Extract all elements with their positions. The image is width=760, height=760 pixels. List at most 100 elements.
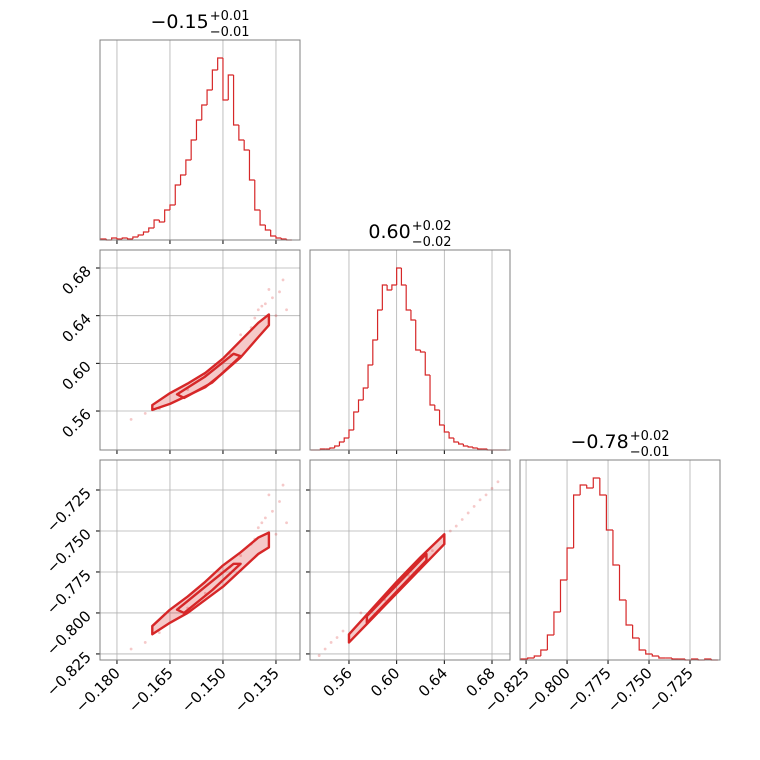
x-tick-label: −0.150 (178, 664, 230, 716)
sample-point (274, 314, 278, 318)
sample-point (239, 333, 243, 337)
histogram-step (434, 405, 440, 411)
histogram-step (158, 220, 165, 223)
histogram-step (217, 57, 223, 70)
histogram-step (132, 236, 139, 239)
sample-point (267, 288, 271, 291)
sample-point (448, 529, 452, 533)
sample-point (285, 308, 288, 312)
histogram-step (566, 547, 574, 580)
sample-point (143, 641, 147, 644)
sample-point (256, 308, 260, 312)
x-tick-label: −0.750 (604, 664, 656, 716)
sample-point (263, 516, 267, 520)
histogram-step (462, 444, 469, 447)
sample-point (253, 316, 257, 320)
sample-point (431, 549, 434, 553)
histogram-step (467, 446, 473, 448)
histogram-step (254, 180, 261, 211)
histogram-step (651, 654, 659, 657)
sample-point (260, 304, 264, 308)
histogram-step (227, 74, 234, 100)
histogram-step (592, 477, 600, 488)
x-tick-label: 0.64 (415, 664, 451, 700)
sample-point (157, 631, 161, 635)
histogram-step (329, 447, 335, 449)
histogram-step (348, 429, 354, 438)
histogram-step (142, 231, 149, 235)
histogram-step (599, 478, 607, 496)
sample-point (335, 636, 339, 639)
histogram-step (174, 184, 181, 205)
histogram-step (222, 58, 229, 101)
panel-title: −0.78 +0.02−0.01 (570, 429, 669, 460)
histogram-step (553, 611, 561, 635)
panel-frame (519, 459, 721, 661)
sample-point (271, 296, 274, 300)
sample-point (454, 524, 458, 528)
histogram-step (573, 494, 581, 548)
sample-point (317, 654, 321, 657)
sample-point (329, 641, 333, 644)
histogram-step (376, 309, 383, 340)
histogram-step (632, 625, 640, 639)
sample-point (484, 493, 488, 497)
sample-point (281, 278, 285, 282)
title-upper-error: +0.02 (412, 219, 452, 234)
histogram-step (429, 375, 435, 406)
sample-point (278, 290, 281, 294)
histogram-step (190, 139, 197, 160)
x-tick-label: −0.800 (522, 664, 574, 716)
density-contour (151, 313, 271, 412)
title-upper-error: +0.02 (630, 429, 670, 444)
y-tick-label: −0.800 (43, 607, 95, 659)
histogram-step (386, 285, 392, 291)
histogram-step (527, 657, 535, 659)
histogram-step (586, 485, 594, 489)
sample-point (271, 509, 274, 513)
histogram-step (372, 339, 378, 365)
histogram-step (343, 437, 349, 442)
histogram-step (148, 227, 155, 232)
sample-point (239, 554, 243, 557)
histogram-step (338, 441, 345, 446)
histogram-step (472, 447, 478, 449)
sample-point (267, 493, 271, 497)
histogram-step (179, 174, 186, 185)
histogram-step (533, 655, 541, 658)
sample-point (285, 521, 288, 525)
histogram-step (438, 410, 445, 426)
sample-point (129, 647, 133, 651)
title-lower-error: −0.01 (210, 25, 250, 40)
histogram-step (400, 268, 407, 286)
histogram-step (612, 530, 620, 566)
histogram-step (121, 237, 128, 239)
panel-frame (99, 249, 301, 451)
histogram-step (270, 230, 276, 237)
histogram-step (458, 442, 464, 445)
histogram-step (243, 140, 250, 151)
x-tick-label: −0.725 (645, 664, 697, 716)
title-lower-error: −0.01 (630, 445, 670, 460)
histogram-step (579, 484, 587, 495)
sample-point (281, 483, 285, 487)
y-tick-label: −0.775 (43, 566, 95, 618)
sample-point (278, 500, 281, 503)
histogram-step (424, 352, 431, 376)
histogram-step (546, 634, 554, 650)
sample-point (478, 498, 482, 502)
sample-point (466, 511, 470, 515)
histogram-step (410, 310, 416, 321)
sample-point (496, 480, 500, 484)
histogram-step (353, 411, 359, 430)
histogram-step (164, 209, 170, 222)
histogram-step (275, 236, 282, 239)
y-tick-label: −0.750 (43, 525, 95, 577)
panel-frame (309, 249, 511, 451)
sample-point (274, 532, 278, 536)
histogram-step (625, 600, 633, 626)
histogram-step (396, 267, 402, 285)
histogram-step (137, 234, 144, 237)
histogram-step (540, 649, 548, 656)
histogram-step (645, 650, 653, 655)
